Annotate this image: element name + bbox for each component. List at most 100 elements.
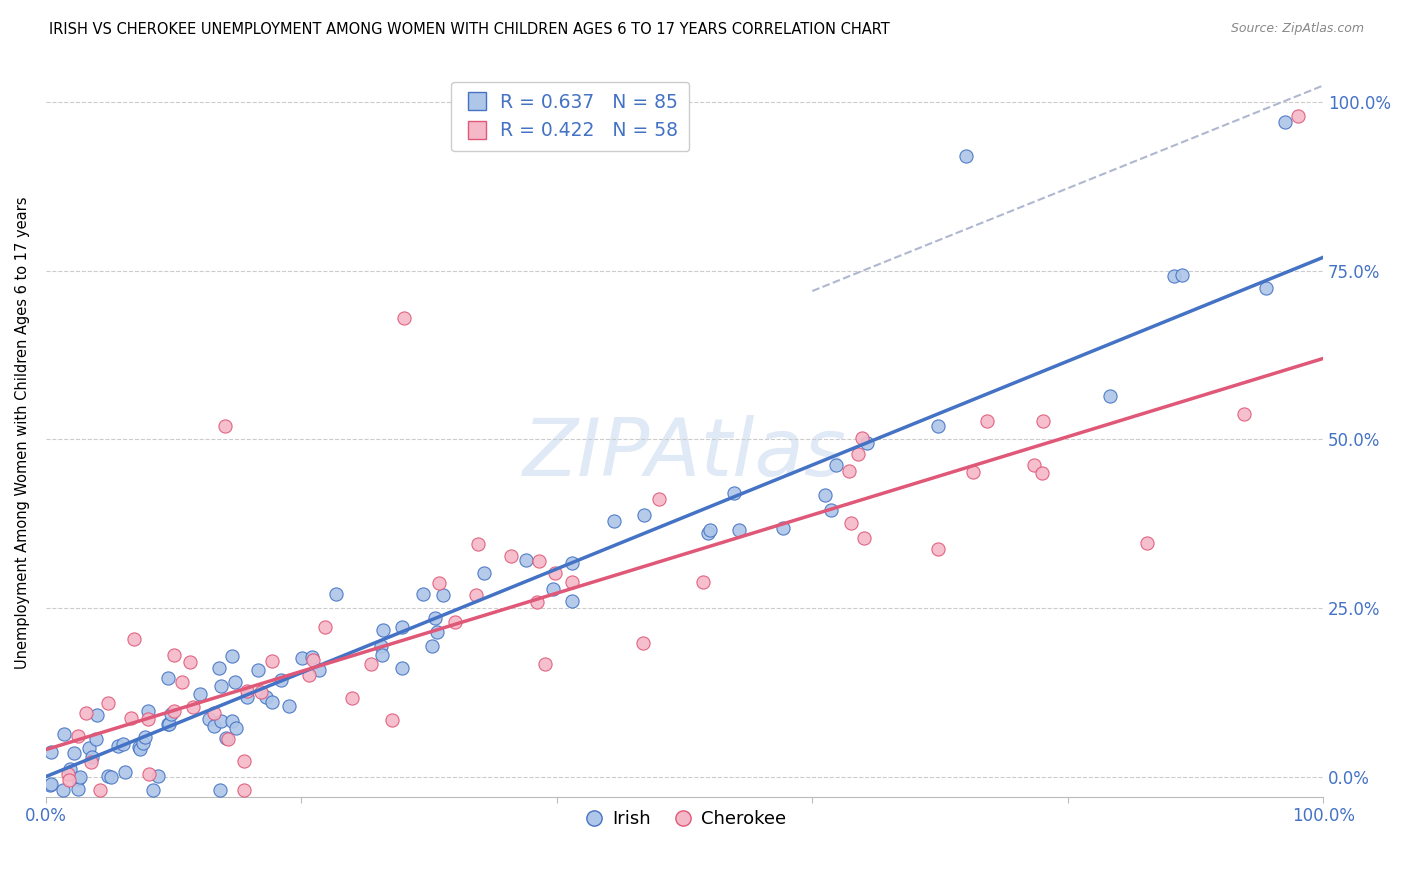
Point <box>426 625 449 640</box>
Legend: Irish, Cherokee: Irish, Cherokee <box>575 803 793 835</box>
Point <box>534 657 557 672</box>
Point <box>162 648 184 663</box>
Point <box>444 615 467 630</box>
Point <box>432 588 454 602</box>
Point <box>561 556 583 570</box>
Text: ZIPAtlas: ZIPAtlas <box>523 416 846 493</box>
Point <box>697 526 720 541</box>
Point <box>39 746 62 760</box>
Point <box>1032 414 1054 428</box>
Point <box>1254 281 1277 295</box>
Point <box>301 653 323 667</box>
Point <box>423 611 446 625</box>
Point <box>1274 115 1296 129</box>
Point <box>59 762 82 776</box>
Point <box>146 770 169 784</box>
Point <box>136 704 159 718</box>
Point <box>381 713 404 727</box>
Point <box>278 699 301 714</box>
Point <box>976 414 998 428</box>
Point <box>1233 407 1256 421</box>
Point <box>648 491 671 506</box>
Point <box>159 707 181 722</box>
Point <box>39 777 62 791</box>
Point <box>467 537 489 551</box>
Point <box>58 772 80 787</box>
Point <box>107 739 129 753</box>
Point <box>392 311 415 326</box>
Point <box>233 754 256 768</box>
Point <box>236 684 259 698</box>
Point <box>225 721 247 735</box>
Point <box>69 770 91 784</box>
Point <box>254 690 277 704</box>
Point <box>301 649 323 664</box>
Point <box>136 712 159 726</box>
Point <box>561 574 583 589</box>
Point <box>841 516 863 530</box>
Point <box>527 554 550 568</box>
Point <box>314 620 336 634</box>
Point <box>692 574 714 589</box>
Point <box>79 741 101 756</box>
Point <box>66 772 89 786</box>
Point <box>221 714 243 728</box>
Point <box>260 654 283 668</box>
Point <box>1286 109 1309 123</box>
Point <box>955 149 977 163</box>
Point <box>63 746 86 760</box>
Point <box>1031 467 1053 481</box>
Point <box>170 675 193 690</box>
Point <box>66 729 89 743</box>
Point <box>163 704 186 718</box>
Point <box>927 541 949 556</box>
Point <box>134 730 156 744</box>
Point <box>371 648 394 662</box>
Point <box>86 708 108 723</box>
Point <box>114 764 136 779</box>
Point <box>246 663 269 677</box>
Point <box>39 778 62 792</box>
Point <box>80 756 103 770</box>
Point <box>814 488 837 502</box>
Point <box>217 731 239 746</box>
Point <box>772 521 794 535</box>
Point <box>202 706 225 720</box>
Point <box>855 436 877 450</box>
Point <box>221 648 243 663</box>
Point <box>128 739 150 754</box>
Point <box>236 690 259 704</box>
Point <box>360 657 382 671</box>
Point <box>391 661 413 675</box>
Text: IRISH VS CHEROKEE UNEMPLOYMENT AMONG WOMEN WITH CHILDREN AGES 6 TO 17 YEARS CORR: IRISH VS CHEROKEE UNEMPLOYMENT AMONG WOM… <box>49 22 890 37</box>
Point <box>224 674 246 689</box>
Point <box>1136 536 1159 550</box>
Point <box>75 706 97 720</box>
Point <box>370 639 392 653</box>
Point <box>515 553 537 567</box>
Point <box>53 727 76 741</box>
Point <box>1022 458 1045 472</box>
Point <box>52 783 75 797</box>
Point <box>260 695 283 709</box>
Point <box>427 576 450 591</box>
Point <box>181 700 204 714</box>
Point <box>371 623 394 637</box>
Point <box>188 687 211 701</box>
Point <box>838 464 860 478</box>
Point <box>208 661 231 675</box>
Point <box>215 731 238 745</box>
Point <box>391 620 413 634</box>
Point <box>825 458 848 472</box>
Point <box>209 783 232 797</box>
Point <box>464 588 486 602</box>
Point <box>1163 268 1185 283</box>
Point <box>962 465 984 479</box>
Point <box>124 632 146 646</box>
Point <box>308 663 330 677</box>
Point <box>250 685 273 699</box>
Point <box>852 532 875 546</box>
Point <box>97 769 120 783</box>
Point <box>209 679 232 693</box>
Point <box>100 770 122 784</box>
